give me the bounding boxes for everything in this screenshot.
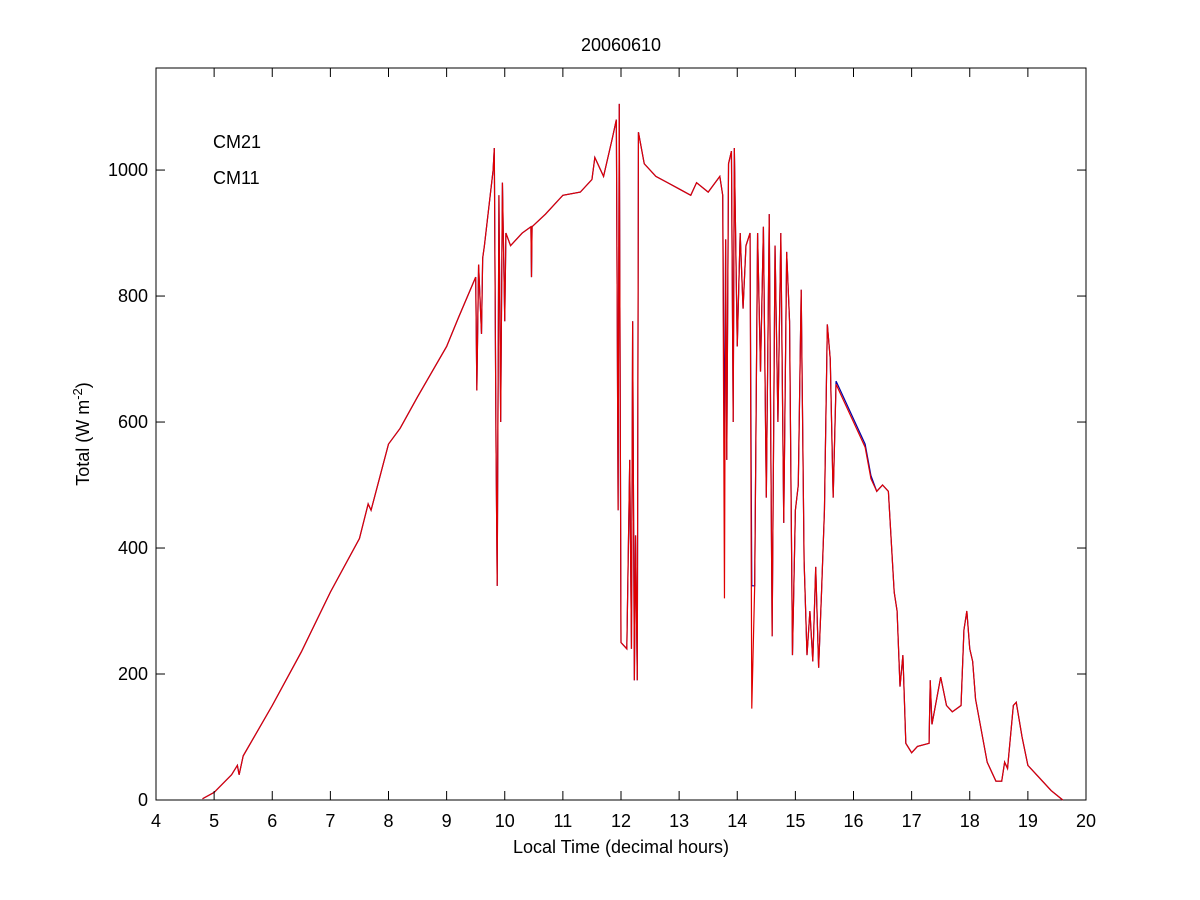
x-tick-label: 19 — [1018, 811, 1038, 831]
y-axis-label-text: Total (W m — [73, 400, 93, 486]
x-tick-label: 18 — [960, 811, 980, 831]
x-tick-label: 15 — [785, 811, 805, 831]
y-axis-label-suffix: ) — [73, 382, 93, 388]
y-axis-label-superscript: -2 — [70, 388, 85, 400]
x-tick-label: 20 — [1076, 811, 1096, 831]
y-tick-label: 400 — [118, 538, 148, 558]
x-tick-label: 6 — [267, 811, 277, 831]
plot-area — [155, 67, 1087, 801]
legend-entry: CM11 — [213, 168, 260, 188]
x-tick-label: 4 — [151, 811, 161, 831]
x-tick-label: 14 — [727, 811, 747, 831]
y-tick-label: 1000 — [108, 160, 148, 180]
y-tick-label: 200 — [118, 664, 148, 684]
x-axis-label: Local Time (decimal hours) — [513, 837, 729, 857]
x-tick-label: 13 — [669, 811, 689, 831]
x-tick-label: 11 — [554, 811, 573, 831]
y-axis-label: Total (W m-2) — [70, 382, 93, 486]
y-tick-label: 600 — [118, 412, 148, 432]
x-tick-label: 9 — [442, 811, 452, 831]
x-tick-label: 12 — [611, 811, 631, 831]
y-tick-label: 0 — [138, 790, 148, 810]
x-tick-label: 7 — [325, 811, 335, 831]
x-tick-label: 10 — [495, 811, 515, 831]
legend-entry: CM21 — [213, 132, 261, 152]
x-tick-label: 16 — [843, 811, 863, 831]
marks — [202, 103, 1064, 801]
x-tick-label: 8 — [383, 811, 393, 831]
x-tick-label: 5 — [209, 811, 219, 831]
chart-title: 20060610 — [581, 35, 661, 55]
y-tick-label: 800 — [118, 286, 148, 306]
x-tick-label: 17 — [902, 811, 922, 831]
series-line — [202, 103, 1064, 801]
